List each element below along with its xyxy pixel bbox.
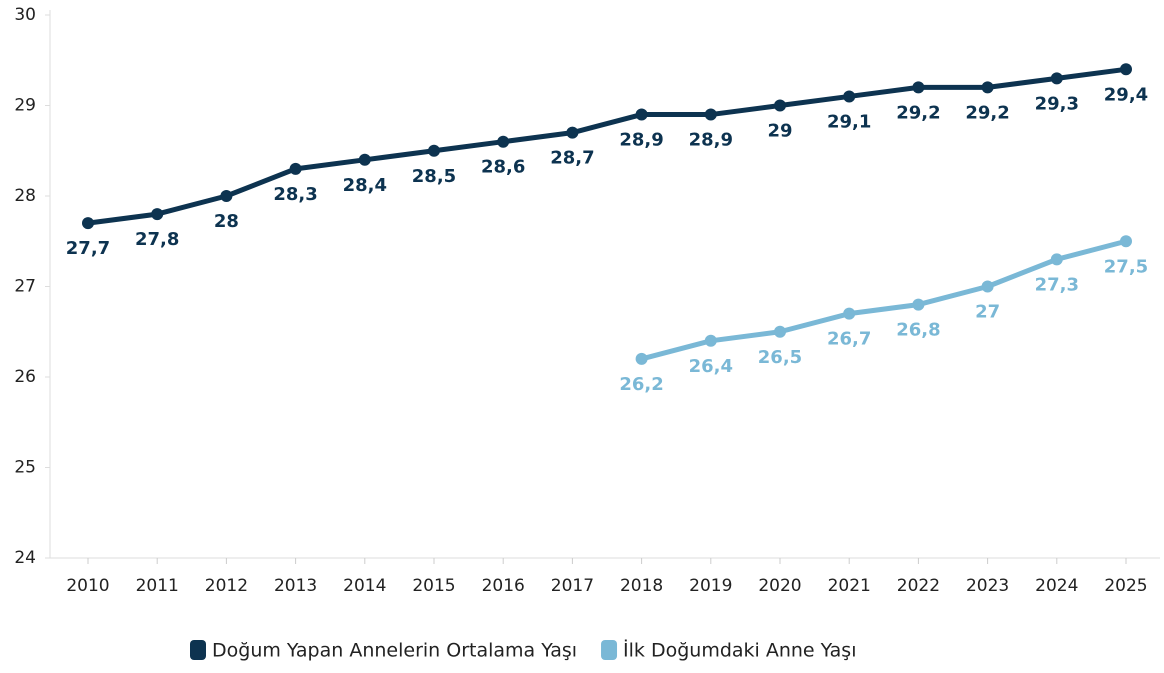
x-tick-label: 2012 [205, 576, 248, 596]
y-tick-label: 29 [14, 96, 36, 116]
value-label: 29,2 [896, 102, 940, 123]
y-tick-label: 24 [14, 548, 36, 568]
value-label: 29,1 [827, 111, 871, 132]
x-tick-label: 2013 [274, 576, 317, 596]
value-label: 27,3 [1035, 274, 1079, 295]
x-tick-label: 2014 [343, 576, 386, 596]
series-line [640, 238, 1127, 362]
value-label: 29,3 [1035, 93, 1079, 114]
value-label: 26,2 [619, 374, 663, 395]
point [289, 162, 302, 175]
legend-label: Doğum Yapan Annelerin Ortalama Yaşı [212, 640, 577, 662]
value-label: 27 [975, 302, 1000, 323]
point [774, 99, 786, 112]
x-tick-label: 2021 [828, 576, 871, 596]
point [151, 208, 164, 221]
y-tick-label: 28 [14, 186, 36, 206]
point [428, 144, 440, 157]
x-tick-label: 2020 [758, 576, 801, 596]
point [774, 325, 786, 338]
point [1050, 253, 1063, 266]
point [220, 190, 233, 202]
x-tick-label: 2025 [1104, 576, 1147, 596]
legend-swatch [601, 640, 618, 660]
x-tick-label: 2016 [482, 576, 525, 596]
point [82, 217, 94, 230]
value-label: 26,8 [896, 320, 940, 341]
x-tick-label: 2023 [966, 576, 1009, 596]
point [981, 81, 994, 94]
x-tick-label: 2022 [897, 576, 940, 596]
value-label: 29,2 [965, 102, 1009, 123]
point [1120, 235, 1132, 248]
point [912, 81, 925, 94]
point [704, 108, 717, 121]
value-label: 28 [214, 211, 239, 232]
point [1050, 72, 1063, 85]
value-label: 29,4 [1104, 84, 1148, 105]
value-label: 26,5 [758, 347, 802, 368]
x-tick-label: 2017 [551, 576, 594, 596]
point [566, 126, 579, 139]
value-label: 27,8 [135, 229, 179, 250]
x-tick-label: 2024 [1035, 576, 1078, 596]
point [912, 298, 925, 311]
point [1120, 63, 1132, 76]
point [981, 280, 994, 293]
value-label: 28,5 [412, 166, 456, 187]
value-label: 28,6 [481, 157, 525, 178]
legend-swatch [190, 640, 206, 660]
point [843, 90, 856, 103]
point [358, 153, 371, 166]
value-label: 26,7 [827, 329, 871, 350]
value-label: 29 [767, 121, 792, 142]
y-tick-label: 27 [14, 277, 36, 297]
value-label: 27,7 [66, 238, 110, 259]
y-tick-label: 26 [14, 367, 36, 387]
point [704, 334, 717, 347]
point [635, 108, 648, 121]
value-label: 28,7 [550, 148, 594, 169]
value-label: 28,9 [689, 130, 733, 151]
y-tick-label: 25 [14, 458, 36, 478]
point [497, 135, 510, 148]
value-label: 26,4 [689, 356, 733, 377]
x-tick-label: 2010 [66, 576, 109, 596]
legend: Doğum Yapan Annelerin Ortalama Yaşı İlk D… [190, 639, 856, 662]
x-tick-label: 2015 [412, 576, 455, 596]
x-tick-label: 2019 [689, 576, 732, 596]
series-line [87, 66, 1127, 226]
point [843, 307, 856, 320]
legend-label: İlk Doğumdaki Anne Yaşı [623, 639, 856, 662]
value-label: 28,3 [273, 184, 317, 205]
point [635, 352, 648, 365]
value-label: 28,9 [619, 130, 663, 151]
x-tick-label: 2011 [136, 576, 179, 596]
y-tick-label: 30 [14, 5, 36, 25]
value-label: 27,5 [1104, 256, 1148, 277]
x-tick-label: 2018 [620, 576, 663, 596]
value-label: 28,4 [343, 175, 387, 196]
